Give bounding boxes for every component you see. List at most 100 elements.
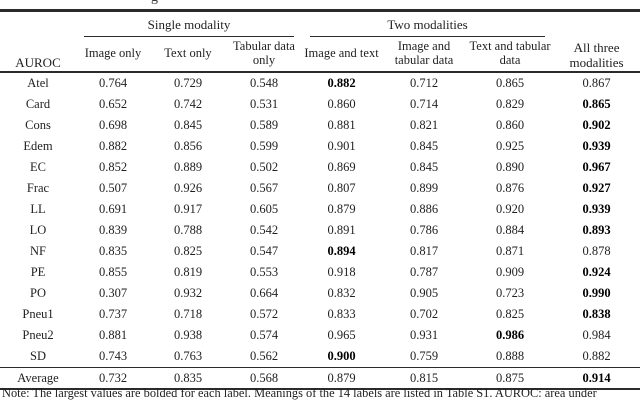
value-cell: 0.567	[249, 180, 279, 195]
value-cell: 0.914	[553, 366, 640, 389]
value-cell: 0.788	[173, 222, 203, 237]
value-cell: 0.599	[249, 138, 279, 153]
row-label: Pneu2	[22, 327, 54, 342]
table-row-atel: Atel 0.764 0.729 0.548 0.882 0.712 0.865 0.867	[0, 72, 640, 94]
row-label: SD	[30, 348, 46, 363]
value-cell: 0.664	[249, 285, 279, 300]
table-average-section: Average 0.732 0.835 0.568 0.879 0.815 0.875 0.9…	[0, 366, 640, 389]
auroc-results-table: AUROC Single modality Two modalities All…	[0, 9, 640, 390]
table-note: Note: The largest values are bolded for …	[2, 386, 597, 400]
table-row-pneu1: Pneu1 0.737 0.718 0.572 0.833 0.702 0.825 0.838	[0, 304, 640, 325]
column-header-text-and-tabular: Text and tabular data	[467, 37, 554, 73]
column-header-text-only: Text only	[150, 37, 226, 73]
value-cell: 0.932	[173, 285, 203, 300]
table-row-lo: LO 0.839 0.788 0.542 0.891 0.786 0.884 0.893	[0, 220, 640, 241]
value-cell: 0.712	[409, 75, 439, 90]
row-label: NF	[30, 243, 46, 258]
value-cell: 0.938	[173, 327, 203, 342]
value-cell: 0.900	[327, 348, 356, 363]
value-cell: 0.702	[409, 306, 439, 321]
value-cell: 0.884	[495, 222, 525, 237]
value-cell: 0.723	[495, 285, 525, 300]
value-cell: 0.742	[173, 96, 203, 111]
value-cell: 0.807	[327, 180, 356, 195]
value-cell: 0.889	[173, 159, 203, 174]
value-cell: 0.920	[495, 201, 525, 216]
value-cell: 0.787	[409, 264, 439, 279]
group-header-single-modality-label: Single modality	[84, 17, 295, 37]
value-cell: 0.652	[98, 96, 128, 111]
value-cell: 0.553	[249, 264, 279, 279]
column-header-image-and-tabular: Image and tabular data	[381, 37, 468, 73]
value-cell: 0.856	[173, 138, 203, 153]
value-cell: 0.838	[582, 306, 611, 321]
value-cell: 0.698	[98, 117, 128, 132]
value-cell: 0.572	[249, 306, 279, 321]
value-cell: 0.786	[409, 222, 439, 237]
table-row-frac: Frac 0.507 0.926 0.567 0.807 0.899 0.876 0.927	[0, 178, 640, 199]
corner-label-auroc: AUROC	[0, 10, 76, 73]
value-cell: 0.939	[582, 201, 611, 216]
value-cell: 0.986	[495, 327, 525, 342]
value-cell: 0.879	[327, 201, 356, 216]
table-header: AUROC Single modality Two modalities All…	[0, 10, 640, 73]
row-label: LO	[29, 222, 47, 237]
value-cell: 0.845	[409, 159, 439, 174]
row-label: PE	[30, 264, 46, 279]
value-cell: 0.865	[495, 75, 525, 90]
row-label: Cons	[25, 117, 51, 132]
value-cell: 0.531	[249, 96, 279, 111]
value-cell: 0.502	[249, 159, 279, 174]
column-header-image-and-text: Image and text	[302, 37, 382, 73]
value-cell: 0.899	[409, 180, 439, 195]
value-cell: 0.845	[409, 138, 439, 153]
value-cell: 0.547	[249, 243, 279, 258]
table-row-pneu2: Pneu2 0.881 0.938 0.574 0.965 0.931 0.986 0.984	[0, 325, 640, 346]
value-cell: 0.817	[409, 243, 439, 258]
value-cell: 0.902	[582, 117, 611, 132]
value-cell: 0.965	[327, 327, 356, 342]
value-cell: 0.860	[327, 96, 356, 111]
value-cell: 0.881	[327, 117, 356, 132]
group-header-row: AUROC Single modality Two modalities All…	[0, 10, 640, 73]
value-cell: 0.865	[582, 96, 611, 111]
value-cell: 0.882	[98, 138, 128, 153]
value-cell: 0.568	[226, 366, 303, 389]
table-body: Atel 0.764 0.729 0.548 0.882 0.712 0.865 0.867 C…	[0, 72, 640, 368]
value-cell: 0.832	[327, 285, 356, 300]
value-cell: 0.984	[582, 327, 611, 342]
table-row-card: Card 0.652 0.742 0.531 0.860 0.714 0.829 0.865	[0, 94, 640, 115]
column-header-image-only: Image only	[76, 37, 150, 73]
value-cell: 0.931	[409, 327, 439, 342]
value-cell: 0.821	[409, 117, 439, 132]
value-cell: 0.867	[582, 75, 611, 90]
cropped-caption-fragment: g	[151, 0, 158, 6]
value-cell: 0.835	[98, 243, 128, 258]
table-row-edem: Edem 0.882 0.856 0.599 0.901 0.845 0.925 0.939	[0, 136, 640, 157]
value-cell: 0.839	[98, 222, 128, 237]
value-cell: 0.894	[327, 243, 356, 258]
value-cell: 0.829	[495, 96, 525, 111]
value-cell: 0.878	[582, 243, 611, 258]
value-cell: 0.917	[173, 201, 203, 216]
table-row-ll: LL 0.691 0.917 0.605 0.879 0.886 0.920 0.939	[0, 199, 640, 220]
table-row-nf: NF 0.835 0.825 0.547 0.894 0.817 0.871 0.878	[0, 241, 640, 262]
value-cell: 0.918	[327, 264, 356, 279]
row-label: Average	[0, 366, 76, 389]
row-label: EC	[30, 159, 46, 174]
value-cell: 0.743	[98, 348, 128, 363]
value-cell: 0.881	[98, 327, 128, 342]
value-cell: 0.990	[582, 285, 611, 300]
value-cell: 0.886	[409, 201, 439, 216]
table-row-ec: EC 0.852 0.889 0.502 0.869 0.845 0.890 0.967	[0, 157, 640, 178]
value-cell: 0.925	[495, 138, 525, 153]
table-row-cons: Cons 0.698 0.845 0.589 0.881 0.821 0.860 0.902	[0, 115, 640, 136]
row-label: PO	[30, 285, 46, 300]
value-cell: 0.893	[582, 222, 611, 237]
value-cell: 0.860	[495, 117, 525, 132]
value-cell: 0.729	[173, 75, 203, 90]
value-cell: 0.307	[98, 285, 128, 300]
value-cell: 0.825	[173, 243, 203, 258]
table-row-pe: PE 0.855 0.819 0.553 0.918 0.787 0.909 0.924	[0, 262, 640, 283]
